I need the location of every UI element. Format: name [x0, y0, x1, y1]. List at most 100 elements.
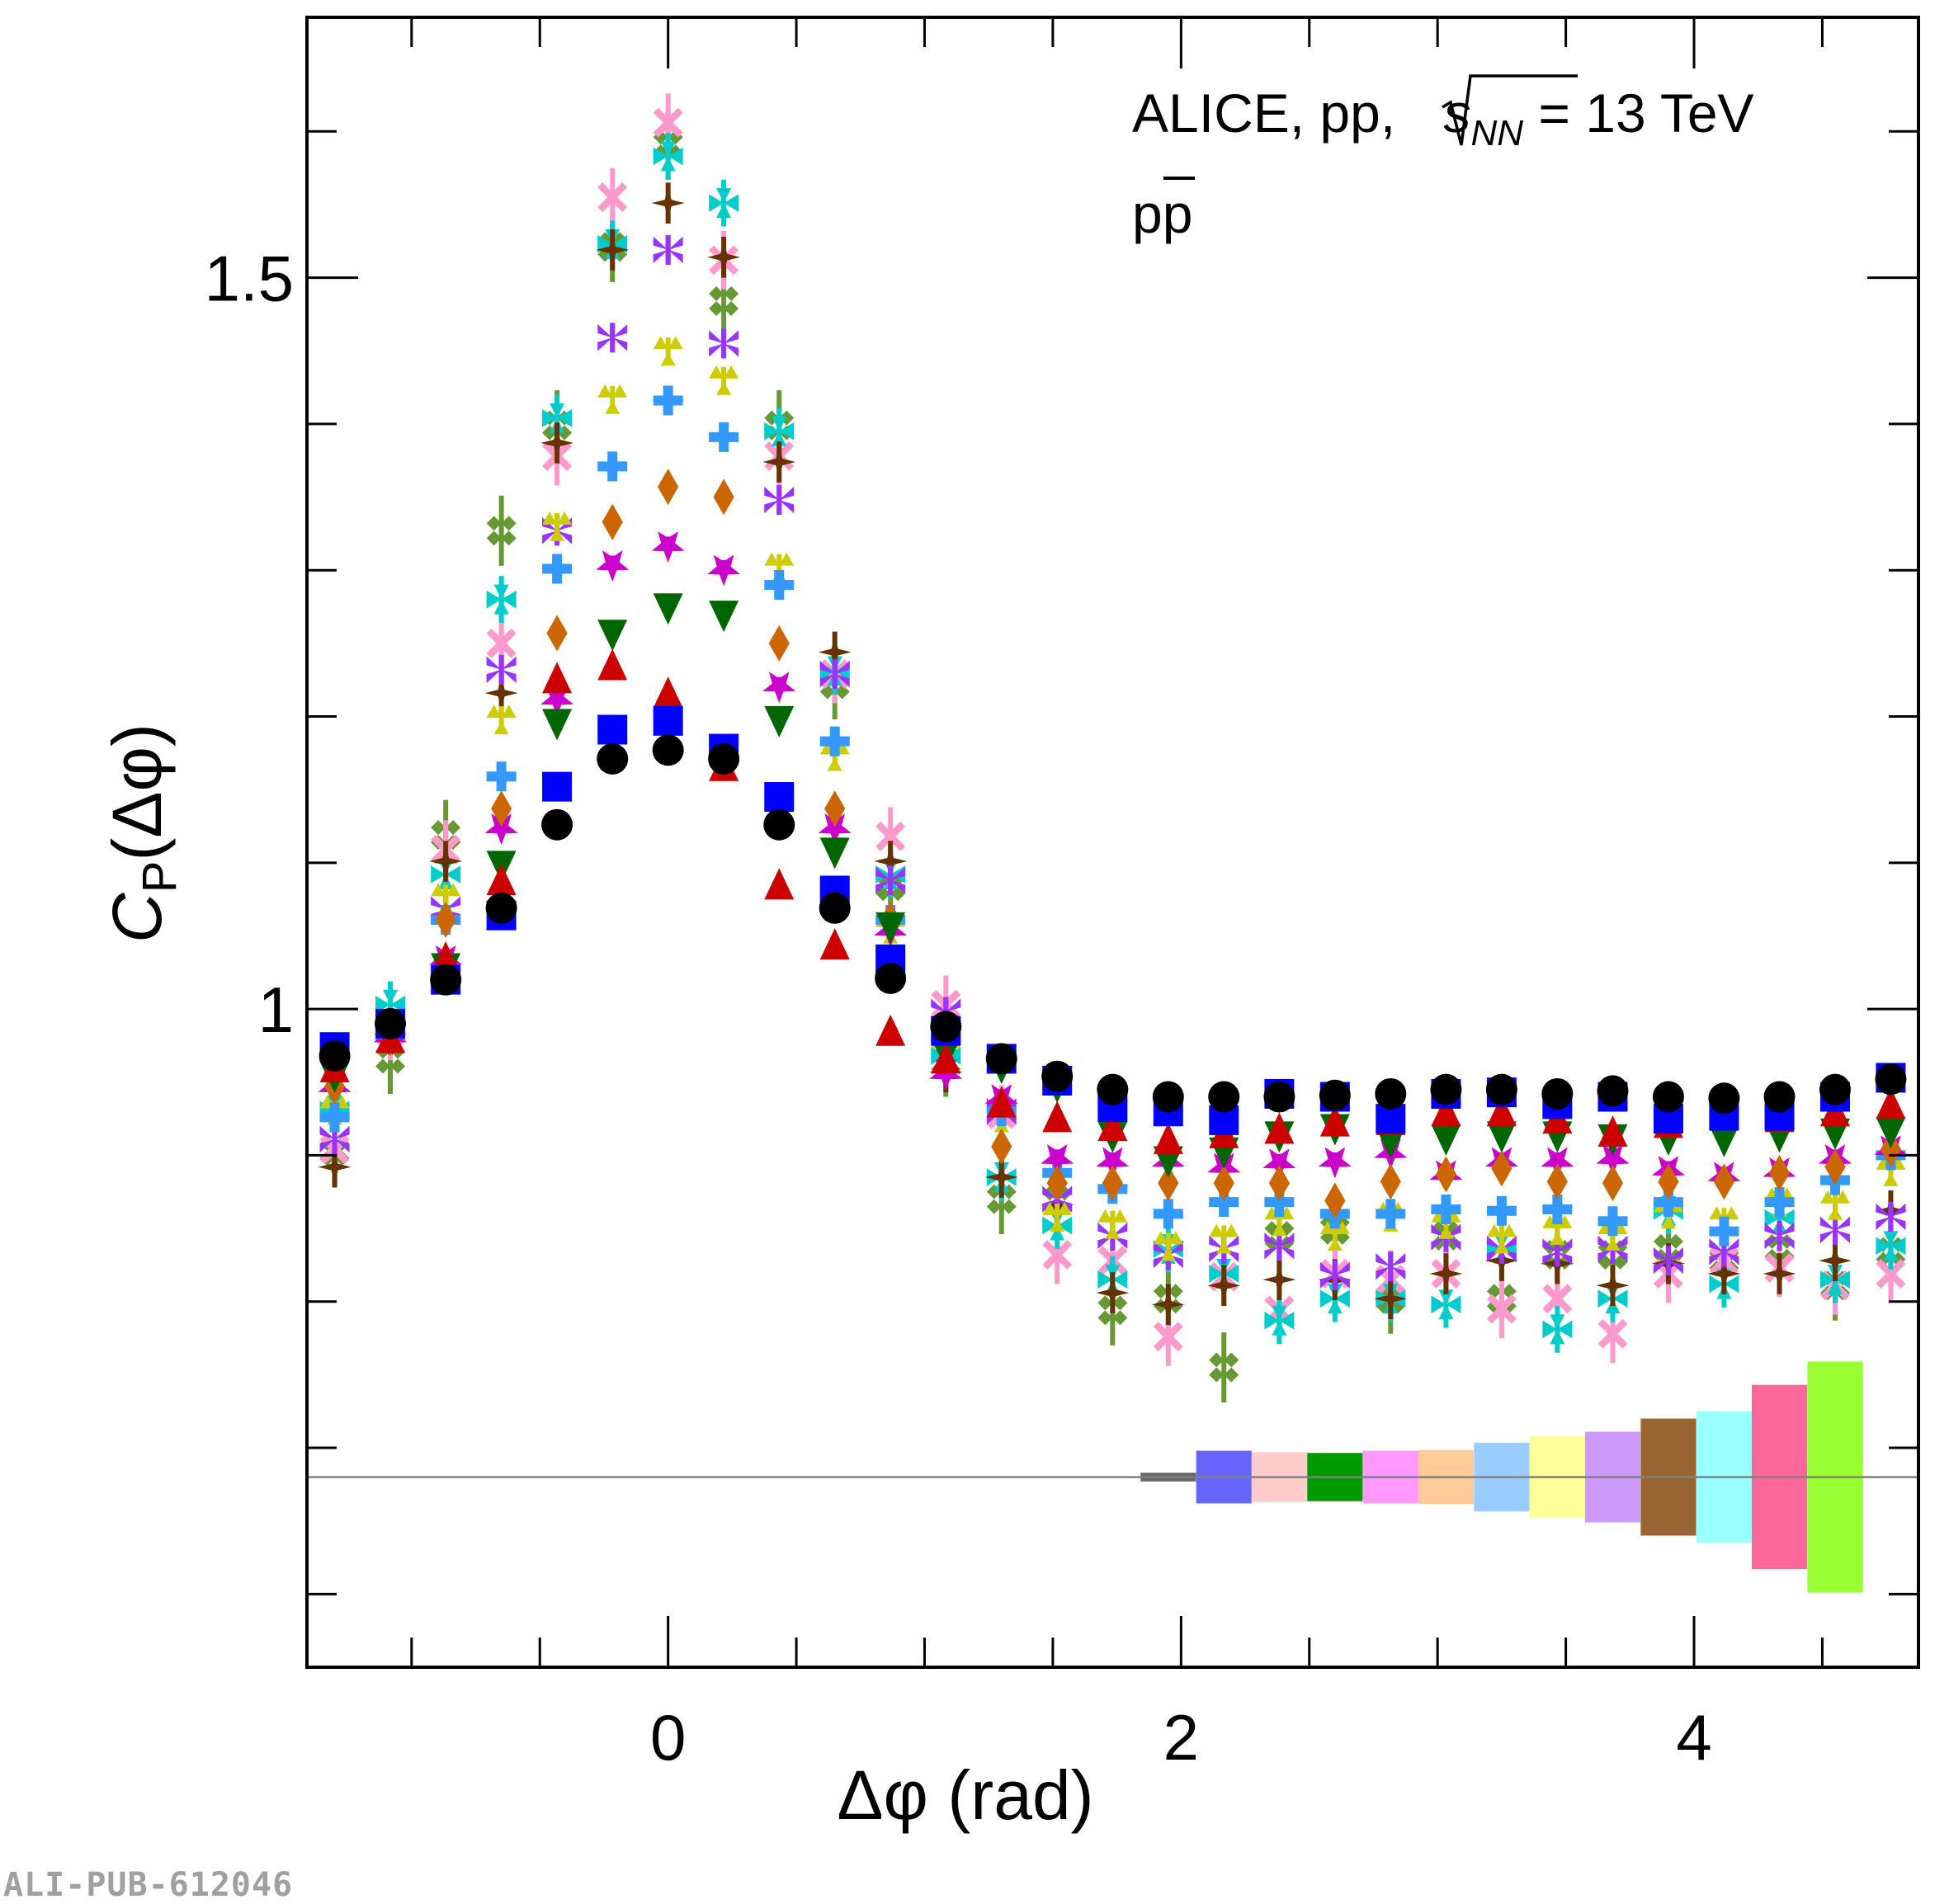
- data-point: [819, 928, 850, 960]
- data-point: [1763, 1081, 1796, 1113]
- data-point: [597, 182, 628, 213]
- data-point: [762, 445, 796, 479]
- data-point: [762, 672, 796, 704]
- annotation-particle: p: [1132, 183, 1163, 244]
- data-point: [1153, 1122, 1183, 1154]
- data-point: [596, 233, 630, 266]
- data-point: [709, 188, 739, 219]
- series-2: [319, 705, 1906, 1135]
- systematics-layer: [307, 1361, 1918, 1593]
- data-point: [653, 141, 683, 172]
- data-point: [653, 234, 683, 265]
- data-point: [1429, 1257, 1463, 1291]
- data-point: [486, 516, 517, 546]
- data-point: [764, 485, 795, 516]
- data-point: [1542, 1314, 1573, 1345]
- data-point: [818, 813, 852, 846]
- svg-text:CP(Δφ): CP(Δφ): [98, 723, 186, 943]
- data-point: [542, 554, 573, 584]
- data-point: [597, 620, 628, 652]
- data-point: [1546, 1163, 1568, 1200]
- data-point: [653, 705, 683, 736]
- annotation-line-2: pp: [1132, 183, 1192, 244]
- data-point: [1763, 1257, 1796, 1291]
- data-point: [484, 813, 518, 846]
- data-point: [1041, 1143, 1074, 1176]
- data-point: [491, 790, 512, 827]
- data-point: [1207, 1269, 1241, 1303]
- data-point: [819, 837, 850, 870]
- x-axis-title: Δφ (rad): [837, 1756, 1093, 1834]
- data-point: [1876, 1117, 1906, 1149]
- data-point: [1875, 1063, 1907, 1096]
- data-point: [1818, 1244, 1852, 1278]
- data-point: [1764, 1220, 1795, 1251]
- data-point: [1431, 1289, 1461, 1320]
- data-point: [764, 705, 795, 738]
- data-point: [1268, 1165, 1290, 1202]
- data-point: [819, 726, 850, 756]
- data-point: [1097, 1073, 1129, 1105]
- data-point: [1431, 1095, 1461, 1127]
- data-point: [1375, 1077, 1407, 1110]
- data-point: [1262, 1148, 1296, 1181]
- data-point: [1542, 1284, 1573, 1314]
- data-point: [1764, 1187, 1795, 1218]
- data-point: [597, 451, 628, 482]
- data-point: [875, 1014, 906, 1046]
- sqrt-sign-icon: [1442, 74, 1578, 146]
- data-point: [542, 403, 573, 433]
- data-point: [1264, 1187, 1295, 1218]
- data-point: [658, 469, 679, 506]
- y-tick-label: 1.5: [205, 243, 294, 315]
- data-point: [651, 531, 685, 563]
- data-point: [1824, 1148, 1846, 1185]
- data-point: [1209, 1187, 1239, 1218]
- y-axis-title-main: C: [98, 892, 176, 943]
- data-point: [1486, 1195, 1517, 1226]
- data-point: [653, 107, 683, 138]
- data-point: [542, 662, 573, 694]
- data-point: [1209, 1223, 1239, 1254]
- data-point: [1208, 1081, 1240, 1113]
- data-point: [875, 821, 906, 851]
- data-point: [764, 868, 795, 900]
- data-point: [1541, 1077, 1574, 1110]
- data-point: [1042, 1240, 1073, 1270]
- data-point: [764, 782, 795, 813]
- data-point: [709, 365, 739, 395]
- data-point: [1709, 1125, 1739, 1157]
- data-point: [1707, 1257, 1741, 1291]
- data-point: [1768, 1154, 1791, 1191]
- data-point: [1542, 1195, 1573, 1225]
- data-point: [1709, 1216, 1739, 1247]
- data-point: [1819, 1190, 1850, 1220]
- watermark: ALI-PUB-612046: [3, 1866, 294, 1904]
- data-point: [1153, 1231, 1183, 1261]
- data-point: [1097, 1209, 1128, 1239]
- data-point: [984, 1161, 1018, 1195]
- data-point: [484, 676, 518, 710]
- data-point: [763, 808, 795, 841]
- y-axis-title-sub: P: [133, 861, 186, 893]
- y-axis-title: CP(Δφ): [98, 723, 186, 943]
- data-point: [1596, 1269, 1630, 1303]
- data-point: [1431, 1195, 1461, 1225]
- data-point: [1485, 1073, 1517, 1105]
- y-axis-title-rest: (Δφ): [98, 723, 176, 861]
- x-tick-label: 2: [1163, 1701, 1199, 1774]
- data-point: [1876, 1259, 1906, 1289]
- data-point: [1541, 1147, 1574, 1179]
- data-point: [1102, 1165, 1123, 1202]
- data-point: [431, 941, 461, 973]
- data-point: [1876, 1087, 1906, 1119]
- data-point: [768, 624, 790, 662]
- data-point: [1486, 1121, 1517, 1153]
- data-point: [1264, 1305, 1295, 1336]
- data-point: [1876, 1201, 1906, 1232]
- data-point: [1263, 1081, 1295, 1113]
- data-point: [486, 584, 517, 615]
- data-point: [597, 742, 629, 775]
- data-point: [1380, 1163, 1401, 1200]
- data-point: [540, 426, 574, 460]
